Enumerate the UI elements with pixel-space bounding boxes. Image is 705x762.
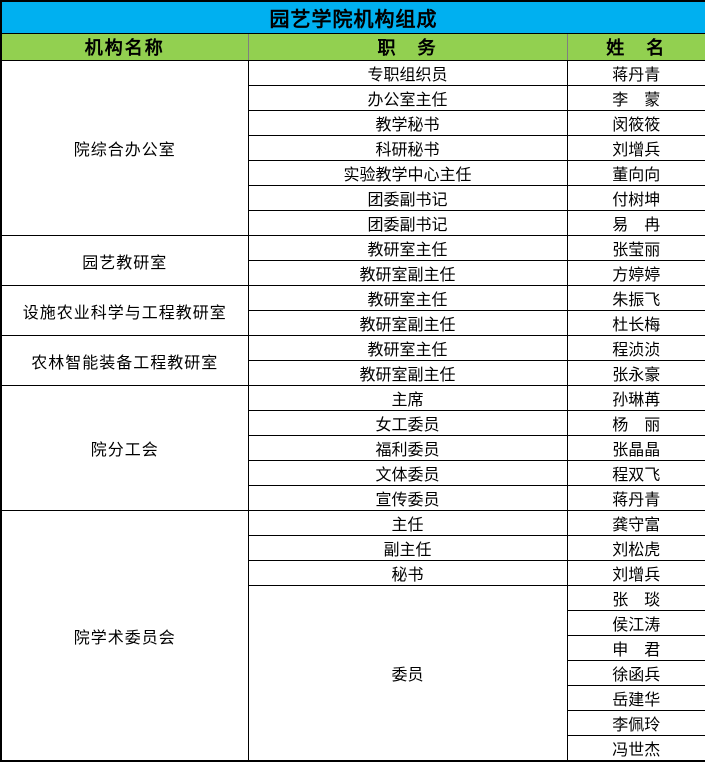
org-cell: 院学术委员会: [0, 510, 249, 762]
table-row: 李佩玲: [1, 710, 705, 736]
table-row: 教研室副主任 杜长梅: [1, 310, 705, 336]
column-header-org: 机构名称: [0, 33, 249, 61]
position-cell: 副主任: [247, 535, 568, 561]
name-cell: 付树坤: [566, 185, 705, 211]
position-cell: 团委副书记: [247, 185, 568, 211]
name-cell: 张晶晶: [566, 435, 705, 461]
position-cell: 教研室主任: [247, 235, 568, 261]
name-cell: 蒋丹青: [566, 60, 705, 86]
table-row: 农林智能装备工程教研室 教研室主任 程浈浈: [0, 335, 705, 386]
position-cell: 女工委员: [247, 410, 568, 436]
name-cell: 程浈浈: [566, 335, 705, 361]
name-cell: 岳建华: [566, 685, 705, 711]
position-cell: 教研室主任: [247, 335, 568, 361]
name-cell: 董向向: [566, 160, 705, 186]
position-cell: 文体委员: [247, 460, 568, 486]
table-row: 徐函兵: [1, 660, 705, 686]
table-row: 实验教学中心主任 董向向: [1, 160, 705, 186]
name-cell: 蒋丹青: [566, 485, 705, 511]
position-cell: 教研室副主任: [247, 360, 568, 386]
position-cell: 教研室主任: [247, 285, 568, 311]
position-cell: 福利委员: [247, 435, 568, 461]
name-cell: 方婷婷: [566, 260, 705, 286]
name-cell: 朱振飞: [566, 285, 705, 311]
table-row: 申 君: [1, 635, 705, 661]
page-title: 园艺学院机构组成: [0, 0, 705, 34]
org-cell: 院分工会: [0, 385, 249, 511]
table-row: 秘书 刘增兵: [1, 560, 705, 586]
header-row: 机构名称 职 务 姓 名: [0, 33, 705, 61]
position-cell: 宣传委员: [247, 485, 568, 511]
table-row: 院综合办公室 专职组织员 蒋丹青: [0, 60, 705, 236]
title-row: 园艺学院机构组成: [0, 0, 705, 34]
table-row: 团委副书记易 冉: [1, 210, 705, 236]
name-cell: 孙琳苒: [566, 385, 705, 411]
table-row: 设施农业科学与工程教研室 教研室主任 朱振飞: [0, 285, 705, 336]
name-cell: 闵筱筱: [566, 110, 705, 136]
table-row: 岳建华: [1, 685, 705, 711]
position-cell: 秘书: [247, 560, 568, 586]
table-row: 院学术委员会 主任 龚守富: [0, 510, 705, 762]
position-cell: 教研室副主任: [247, 310, 568, 336]
position-cell: 专职组织员: [247, 60, 568, 86]
org-cell: 园艺教研室: [0, 235, 249, 286]
position-cell: 实验教学中心主任: [247, 160, 568, 186]
table-row: 教研室副主任 方婷婷: [1, 260, 705, 286]
table-row: 侯江涛: [1, 610, 705, 636]
name-cell: 徐函兵: [566, 660, 705, 686]
position-cell: 教学秘书: [247, 110, 568, 136]
name-cell: 龚守富: [566, 510, 705, 536]
name-cell: 侯江涛: [566, 610, 705, 636]
table-row: 女工委员杨 丽: [1, 410, 705, 436]
name-cell: 冯世杰: [566, 735, 705, 762]
name-cell: 刘松虎: [566, 535, 705, 561]
name-cell: 张莹丽: [566, 235, 705, 261]
column-header-name: 姓 名: [566, 33, 705, 61]
org-cell: 农林智能装备工程教研室: [0, 335, 249, 386]
table-row: 院分工会 主席 孙琳苒: [0, 385, 705, 511]
table-row: 办公室主任李 蒙: [1, 85, 705, 111]
position-cell: 科研秘书: [247, 135, 568, 161]
name-cell: 刘增兵: [566, 135, 705, 161]
name-cell: 程双飞: [566, 460, 705, 486]
table-row: 科研秘书 刘增兵: [1, 135, 705, 161]
name-cell: 李 蒙: [566, 85, 705, 111]
position-cell: 主席: [247, 385, 568, 411]
name-cell: 刘增兵: [566, 560, 705, 586]
position-cell: 主任: [247, 510, 568, 536]
name-cell: 李佩玲: [566, 710, 705, 736]
position-cell: 办公室主任: [247, 85, 568, 111]
name-cell: 杨 丽: [566, 410, 705, 436]
org-cell: 院综合办公室: [0, 60, 249, 236]
table-row: 教研室副主任 张永豪: [1, 360, 705, 386]
name-cell: 张永豪: [566, 360, 705, 386]
name-cell: 易 冉: [566, 210, 705, 236]
position-cell: 教研室副主任: [247, 260, 568, 286]
table-row: 委员张 琰: [1, 585, 705, 762]
position-cell: 团委副书记: [247, 210, 568, 236]
table-row: 园艺教研室 教研室主任 张莹丽: [0, 235, 705, 286]
column-header-position: 职 务: [247, 33, 568, 61]
name-cell: 申 君: [566, 635, 705, 661]
name-cell: 张 琰: [566, 585, 705, 611]
org-cell: 设施农业科学与工程教研室: [0, 285, 249, 336]
name-cell: 杜长梅: [566, 310, 705, 336]
